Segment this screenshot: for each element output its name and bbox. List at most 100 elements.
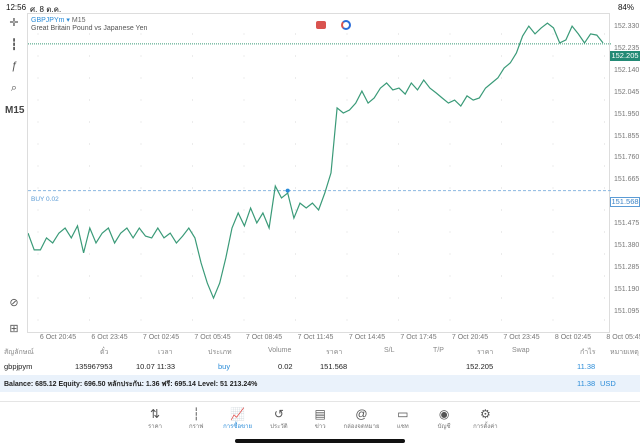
column-header[interactable]: S/L: [384, 347, 395, 354]
column-header[interactable]: Swap: [512, 347, 530, 354]
grid-dot: [140, 33, 142, 35]
column-header[interactable]: Volume: [268, 347, 292, 354]
grid-dot: [243, 253, 245, 255]
time-axis-label: 7 Oct 14:45: [348, 334, 386, 341]
grid-dot: [604, 231, 605, 233]
row-volume: 0.02: [278, 362, 293, 371]
grid-dot: [552, 209, 554, 211]
order-price-tag: 151.568: [610, 197, 640, 207]
nav-tab-2[interactable]: 📈 การซื้อขาย: [218, 407, 258, 431]
nav-tab-5[interactable]: @ กล่องจดหมาย: [342, 407, 382, 431]
grid-dot: [295, 253, 296, 255]
column-header[interactable]: เวลา: [158, 349, 173, 356]
grid-dot: [604, 143, 605, 145]
grid-dot: [398, 165, 399, 167]
indicators-icon[interactable]: ƒ: [10, 60, 18, 72]
grid-dot: [398, 77, 399, 79]
grid-dot: [295, 275, 296, 277]
grid-dot: [140, 121, 142, 123]
column-header[interactable]: ตั๋ว: [100, 349, 109, 356]
grid-dot: [89, 165, 90, 167]
nav-icon: 📈: [230, 407, 246, 421]
grid-dot: [89, 209, 90, 211]
column-header[interactable]: ราคา: [326, 349, 343, 356]
grid-dot: [295, 319, 296, 321]
grid-dot: [552, 33, 554, 35]
grid-dot: [398, 187, 399, 189]
grid-dot: [89, 253, 90, 255]
nav-tab-6[interactable]: ▭ แชท: [383, 407, 423, 431]
nav-icon: ↺: [273, 407, 284, 421]
grid-dot: [140, 165, 142, 167]
column-header[interactable]: หมายเหตุ: [610, 349, 639, 356]
grid-dot: [398, 55, 399, 57]
grid-dot: [243, 55, 245, 57]
one-click-trading-icon[interactable]: [316, 21, 326, 29]
grid-dot: [37, 55, 39, 57]
grid-dot: [398, 209, 399, 211]
grid-dot: [449, 187, 451, 189]
price-axis-label: 152.045: [614, 88, 640, 96]
time-axis-label: 7 Oct 23:45: [503, 334, 540, 341]
home-indicator[interactable]: [235, 439, 405, 443]
grid-dot: [346, 209, 348, 211]
grid-dot: [346, 253, 348, 255]
grid-dot: [346, 165, 348, 167]
time-axis-label: 6 Oct 23:45: [91, 334, 128, 341]
grid-dot: [604, 319, 605, 321]
grid-dot: [192, 121, 193, 123]
zoom-check-icon[interactable]: ⊘: [9, 297, 19, 309]
crosshair-icon[interactable]: ✛: [9, 17, 19, 29]
column-header[interactable]: กำไร: [580, 349, 596, 356]
grid-dot: [552, 275, 554, 277]
timeframe-button[interactable]: M15: [5, 105, 25, 116]
grid-dot: [243, 209, 245, 211]
price-chart[interactable]: GBPJPYm ▾ M15 Great Britain Pound vs Jap…: [27, 13, 611, 333]
account-summary: Balance: 685.12 Equity: 696.50 หลักประกั…: [4, 381, 258, 388]
grid-dot: [243, 297, 245, 299]
objects-icon[interactable]: ⌕: [10, 82, 18, 94]
grid-dot: [243, 143, 245, 145]
column-header[interactable]: T/P: [433, 347, 444, 354]
grid-dot: [192, 231, 193, 233]
order-line-label[interactable]: BUY 0.02: [31, 196, 59, 203]
grid-dot: [398, 253, 399, 255]
order-marker[interactable]: [285, 188, 290, 193]
grid-dot: [37, 253, 39, 255]
row-current-price: 152.205: [466, 362, 494, 371]
nav-tab-1[interactable]: ┆ กราฟ: [176, 407, 216, 431]
grid-dot: [346, 297, 348, 299]
nav-label: การตั้งค่า: [473, 424, 498, 430]
nav-label: แชท: [396, 424, 409, 430]
column-header[interactable]: ราคา: [477, 349, 494, 356]
divider: [0, 401, 640, 402]
price-axis-label: 151.665: [614, 176, 640, 184]
candlestick-icon[interactable]: ┇: [10, 39, 18, 51]
grid-dot: [501, 319, 502, 321]
nav-tab-0[interactable]: ⇅ ราคา: [135, 407, 175, 431]
battery-level: 84%: [617, 3, 634, 12]
grid-dot: [37, 121, 39, 123]
grid-dot: [604, 77, 605, 79]
nav-tab-3[interactable]: ↺ ประวัติ: [259, 407, 299, 431]
grid-dot: [552, 55, 554, 57]
nav-tab-4[interactable]: ▤ ข่าว: [300, 407, 340, 431]
grid-dot: [37, 33, 39, 35]
grid-dot: [243, 99, 245, 101]
add-chart-icon[interactable]: ⊞: [9, 323, 19, 335]
depth-icon[interactable]: [341, 20, 351, 30]
grid-dot: [604, 187, 605, 189]
nav-tab-8[interactable]: ⚙ การตั้งค่า: [465, 407, 505, 431]
column-header[interactable]: สัญลักษณ์: [4, 349, 34, 356]
column-header[interactable]: ประเภท: [208, 349, 232, 356]
nav-tab-7[interactable]: ◉ บัญชี: [424, 407, 464, 431]
grid-dot: [398, 231, 399, 233]
grid-dot: [449, 319, 451, 321]
grid-dot: [501, 121, 502, 123]
grid-dot: [243, 187, 245, 189]
grid-dot: [140, 209, 142, 211]
time-axis-label: 7 Oct 11:45: [297, 334, 334, 341]
grid-dot: [37, 187, 39, 189]
chart-symbol[interactable]: GBPJPYm ▾ M15: [31, 16, 86, 24]
grid-dot: [140, 143, 142, 145]
